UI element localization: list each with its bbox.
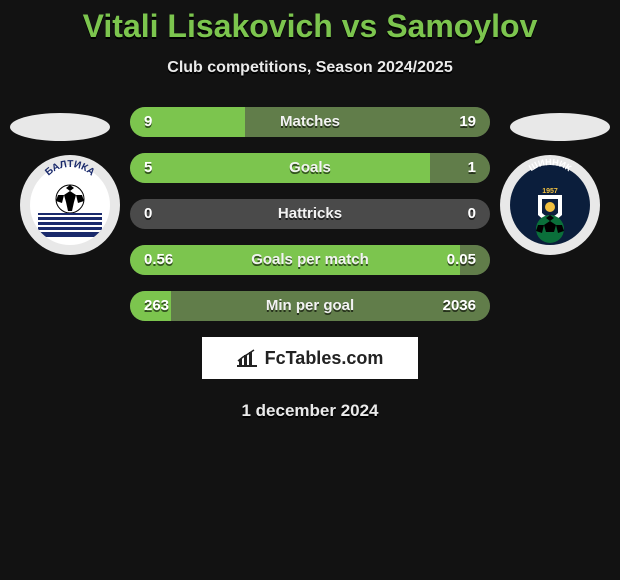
- page-title: Vitali Lisakovich vs Samoylov: [0, 0, 620, 45]
- brand-text: FcTables.com: [265, 348, 384, 369]
- svg-text:1957: 1957: [542, 188, 558, 195]
- stat-row: 51Goals: [130, 153, 490, 183]
- season-subtitle: Club competitions, Season 2024/2025: [0, 59, 620, 77]
- stat-row: 2632036Min per goal: [130, 291, 490, 321]
- stat-name: Goals: [130, 153, 490, 183]
- stat-name: Hattricks: [130, 199, 490, 229]
- flag-left: [10, 113, 110, 141]
- team-left-logo: БАЛТИКА: [20, 155, 120, 255]
- stat-row: 0.560.05Goals per match: [130, 245, 490, 275]
- brand-badge: FcTables.com: [202, 337, 418, 379]
- comparison-stage: БАЛТИКА: [0, 107, 620, 321]
- stat-name: Goals per match: [130, 245, 490, 275]
- flag-right: [510, 113, 610, 141]
- stat-row: 00Hattricks: [130, 199, 490, 229]
- stats-bars: 919Matches 51Goals 00Hattricks 0.560.05Goal…: [130, 107, 490, 321]
- team-right-logo: ШИННИК 1957: [500, 155, 600, 255]
- bar-chart-icon: [237, 349, 259, 367]
- date-label: 1 december 2024: [0, 401, 620, 421]
- stat-name: Min per goal: [130, 291, 490, 321]
- stat-name: Matches: [130, 107, 490, 137]
- stat-row: 919Matches: [130, 107, 490, 137]
